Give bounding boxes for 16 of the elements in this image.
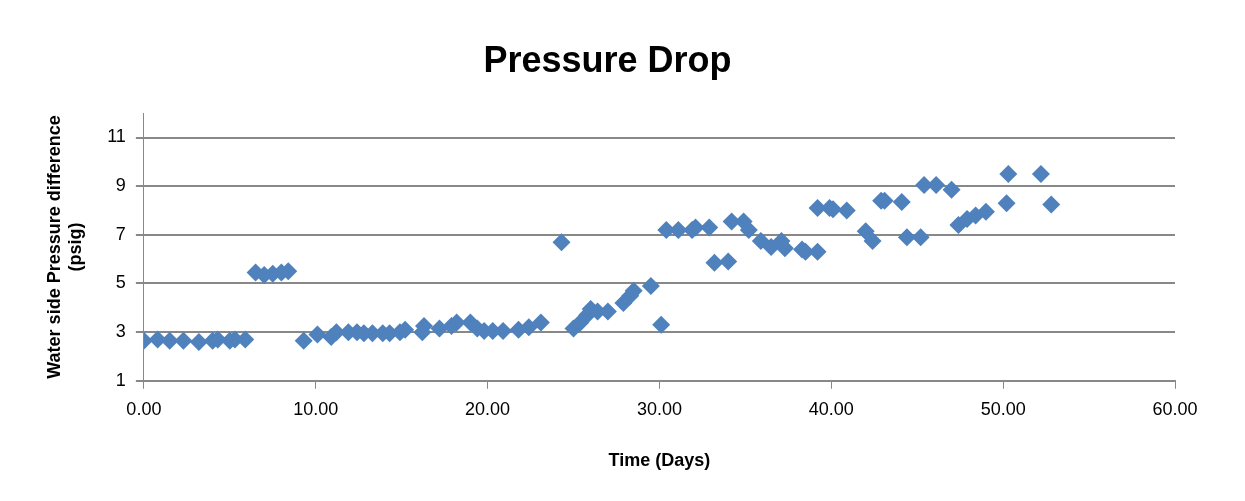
y-tick-label: 1	[115, 369, 126, 390]
x-tick-label: 40.00	[808, 398, 854, 419]
x-axis-title: Time (Days)	[608, 450, 711, 471]
y-axis-title: Water side Pressure difference (psig)	[43, 115, 86, 379]
y-tick-label: 11	[107, 126, 126, 147]
x-tick-label: 0.00	[126, 398, 162, 419]
chart-title: Pressure Drop	[483, 38, 732, 80]
y-tick-label: 7	[115, 223, 126, 244]
x-tick-label: 50.00	[980, 398, 1026, 419]
x-tick-label: 60.00	[1152, 398, 1198, 419]
y-tick-label: 5	[115, 272, 126, 293]
y-tick-label: 3	[115, 321, 126, 342]
y-tick-label: 9	[115, 175, 126, 196]
x-tick-label: 30.00	[636, 398, 682, 419]
x-tick-label: 10.00	[293, 398, 339, 419]
x-tick-label: 20.00	[465, 398, 511, 419]
